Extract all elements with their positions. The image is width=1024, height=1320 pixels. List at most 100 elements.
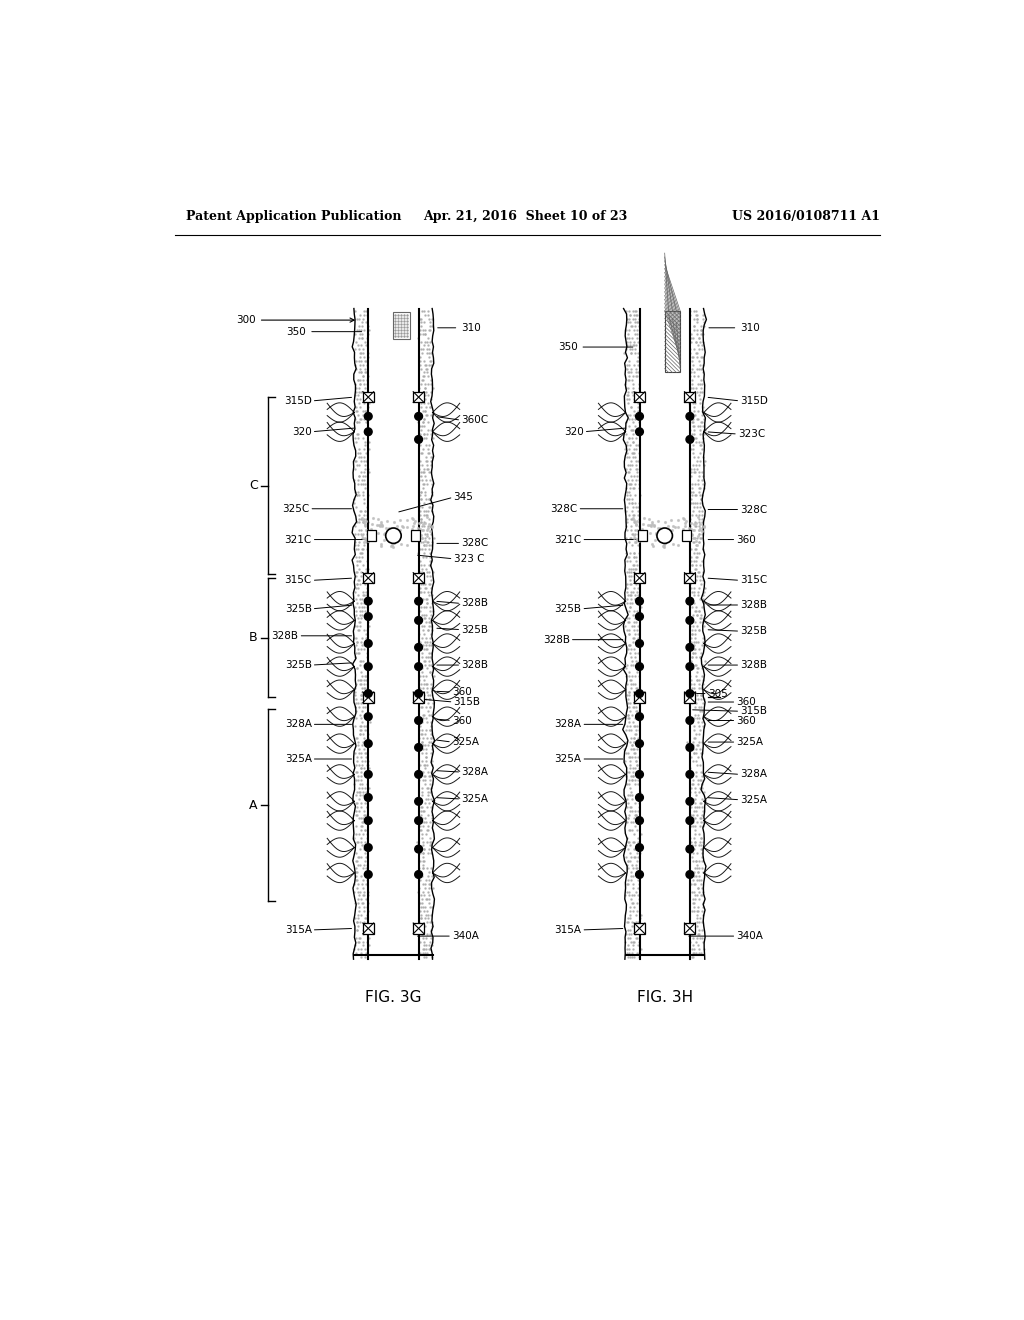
Text: 325C: 325C <box>282 504 309 513</box>
Bar <box>414 692 424 702</box>
Text: 325B: 325B <box>285 660 311 671</box>
Circle shape <box>686 743 693 751</box>
Circle shape <box>415 871 423 878</box>
Circle shape <box>415 436 423 444</box>
Text: 305: 305 <box>708 689 727 698</box>
Text: 328A: 328A <box>554 719 582 730</box>
Bar <box>684 573 695 583</box>
Bar <box>362 923 374 933</box>
Text: 328B: 328B <box>271 631 299 640</box>
Text: 328A: 328A <box>461 767 488 777</box>
Text: 300: 300 <box>237 315 354 325</box>
Circle shape <box>636 771 643 779</box>
Text: 350: 350 <box>558 342 633 352</box>
Circle shape <box>686 663 693 671</box>
Circle shape <box>636 817 643 825</box>
Circle shape <box>365 663 372 671</box>
Circle shape <box>686 845 693 853</box>
Circle shape <box>365 871 372 878</box>
Text: 315A: 315A <box>285 925 311 935</box>
Text: 325B: 325B <box>554 603 582 614</box>
Circle shape <box>365 771 372 779</box>
Text: 328B: 328B <box>740 601 767 610</box>
Text: 315B: 315B <box>740 706 767 717</box>
Text: 325A: 325A <box>554 754 582 764</box>
Text: 315D: 315D <box>740 396 768 407</box>
Text: 315B: 315B <box>454 697 480 708</box>
Text: 315A: 315A <box>554 925 582 935</box>
Circle shape <box>415 689 423 697</box>
Circle shape <box>686 616 693 624</box>
Text: A: A <box>249 799 258 812</box>
Circle shape <box>365 793 372 801</box>
Circle shape <box>365 413 372 420</box>
Text: 328A: 328A <box>740 770 767 779</box>
Circle shape <box>686 597 693 605</box>
Circle shape <box>365 640 372 647</box>
Text: 320: 320 <box>564 426 584 437</box>
Circle shape <box>686 871 693 878</box>
Circle shape <box>686 797 693 805</box>
Circle shape <box>365 713 372 721</box>
Text: 325A: 325A <box>285 754 311 764</box>
Text: 315C: 315C <box>740 576 768 585</box>
Text: 360: 360 <box>452 686 472 697</box>
Circle shape <box>365 612 372 620</box>
Text: 360C: 360C <box>461 416 488 425</box>
Circle shape <box>686 717 693 725</box>
Text: 325A: 325A <box>452 737 479 747</box>
Text: 325B: 325B <box>285 603 311 614</box>
Circle shape <box>636 612 643 620</box>
Circle shape <box>386 528 401 544</box>
Circle shape <box>636 663 643 671</box>
Bar <box>367 531 376 541</box>
Text: 328B: 328B <box>543 635 569 644</box>
Circle shape <box>365 843 372 851</box>
Bar <box>414 923 424 933</box>
Circle shape <box>415 817 423 825</box>
Text: 328C: 328C <box>550 504 578 513</box>
Circle shape <box>636 597 643 605</box>
Circle shape <box>365 597 372 605</box>
Text: 320: 320 <box>292 426 311 437</box>
Text: 315D: 315D <box>284 396 311 407</box>
Text: 325A: 325A <box>736 737 763 747</box>
Bar <box>362 692 374 702</box>
Text: 328A: 328A <box>285 719 311 730</box>
Circle shape <box>415 797 423 805</box>
Bar <box>684 923 695 933</box>
Circle shape <box>657 528 673 544</box>
Circle shape <box>636 428 643 436</box>
Bar <box>392 313 410 339</box>
Circle shape <box>686 413 693 420</box>
Text: Apr. 21, 2016  Sheet 10 of 23: Apr. 21, 2016 Sheet 10 of 23 <box>423 210 627 223</box>
Circle shape <box>636 793 643 801</box>
Text: 325A: 325A <box>740 795 767 805</box>
Bar <box>414 573 424 583</box>
Circle shape <box>415 845 423 853</box>
Bar <box>665 312 680 372</box>
Circle shape <box>415 771 423 779</box>
Circle shape <box>415 413 423 420</box>
Circle shape <box>686 689 693 697</box>
Circle shape <box>415 663 423 671</box>
Text: 321C: 321C <box>554 535 582 545</box>
Text: 340A: 340A <box>452 931 479 941</box>
Circle shape <box>636 689 643 697</box>
Text: 328B: 328B <box>461 660 488 671</box>
Text: 310: 310 <box>709 323 760 333</box>
Bar <box>634 923 645 933</box>
Bar <box>684 392 695 403</box>
Text: 350: 350 <box>287 326 361 337</box>
Circle shape <box>415 717 423 725</box>
Text: 323 C: 323 C <box>454 554 484 564</box>
Text: 345: 345 <box>454 492 473 502</box>
Circle shape <box>636 640 643 647</box>
Bar <box>362 392 374 403</box>
Text: 360: 360 <box>452 715 472 726</box>
Circle shape <box>636 739 643 747</box>
Bar <box>634 573 645 583</box>
Text: 325B: 325B <box>740 626 767 636</box>
Circle shape <box>686 817 693 825</box>
Text: 328C: 328C <box>740 504 768 515</box>
